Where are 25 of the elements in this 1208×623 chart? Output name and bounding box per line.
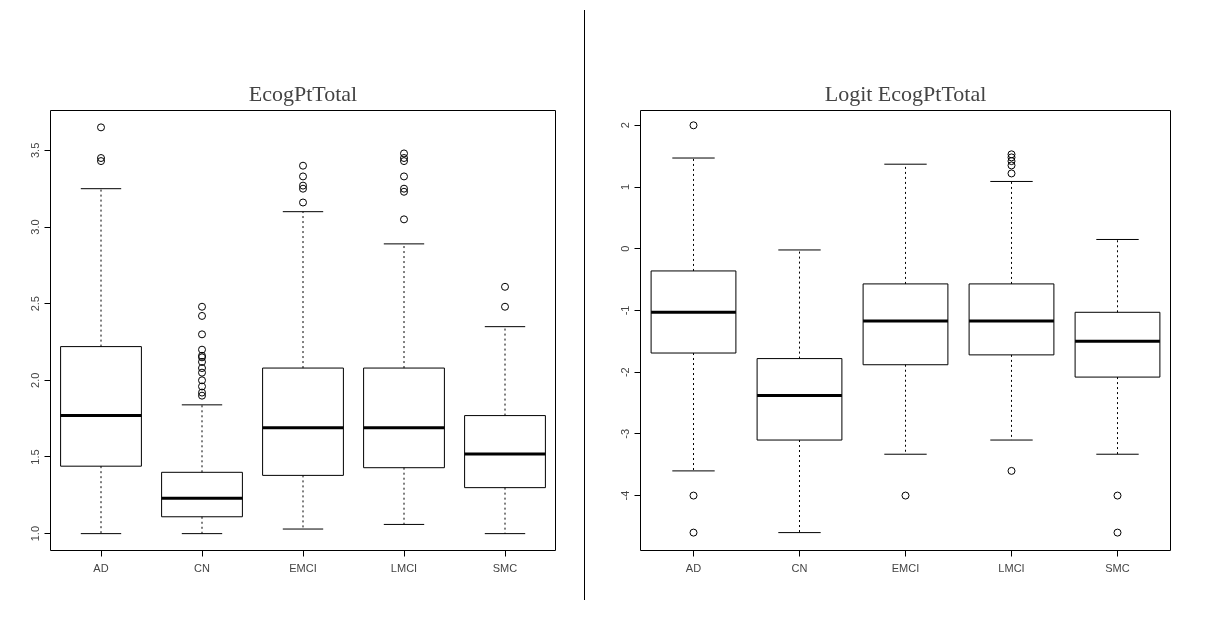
- x-tick-label: EMCI: [289, 561, 317, 574]
- x-tick-label: SMC: [1105, 561, 1130, 574]
- x-tick-label: EMCI: [891, 561, 920, 574]
- y-tick-label: -4: [619, 490, 632, 501]
- y-tick-label: 2.0: [29, 372, 42, 388]
- y-tick-label: 2: [619, 122, 632, 129]
- y-tick-label: 1: [619, 183, 632, 191]
- x-tick-label: SMC: [492, 561, 518, 574]
- y-tick-label: 1.0: [29, 525, 42, 542]
- x-tick-label: LMCI: [390, 561, 418, 574]
- y-tick-label: -3: [619, 428, 632, 439]
- x-tick-label: AD: [93, 561, 109, 574]
- x-tick-label: AD: [685, 561, 702, 574]
- x-tick-label: LMCI: [998, 561, 1025, 574]
- y-tick-label: 0: [619, 245, 632, 252]
- y-tick-label: 2.5: [29, 296, 42, 312]
- y-tick-label: 1.5: [29, 449, 42, 465]
- y-tick-label: -1: [619, 305, 632, 316]
- y-tick-label: -2: [619, 367, 632, 378]
- y-tick-label: 3.5: [29, 142, 42, 159]
- chart-title: Logit EcogPtTotal: [824, 80, 987, 106]
- x-tick-label: CN: [791, 561, 808, 574]
- chart-title: EcogPtTotal: [248, 80, 358, 106]
- y-tick-label: 3.0: [29, 219, 42, 235]
- x-tick-label: CN: [194, 561, 210, 574]
